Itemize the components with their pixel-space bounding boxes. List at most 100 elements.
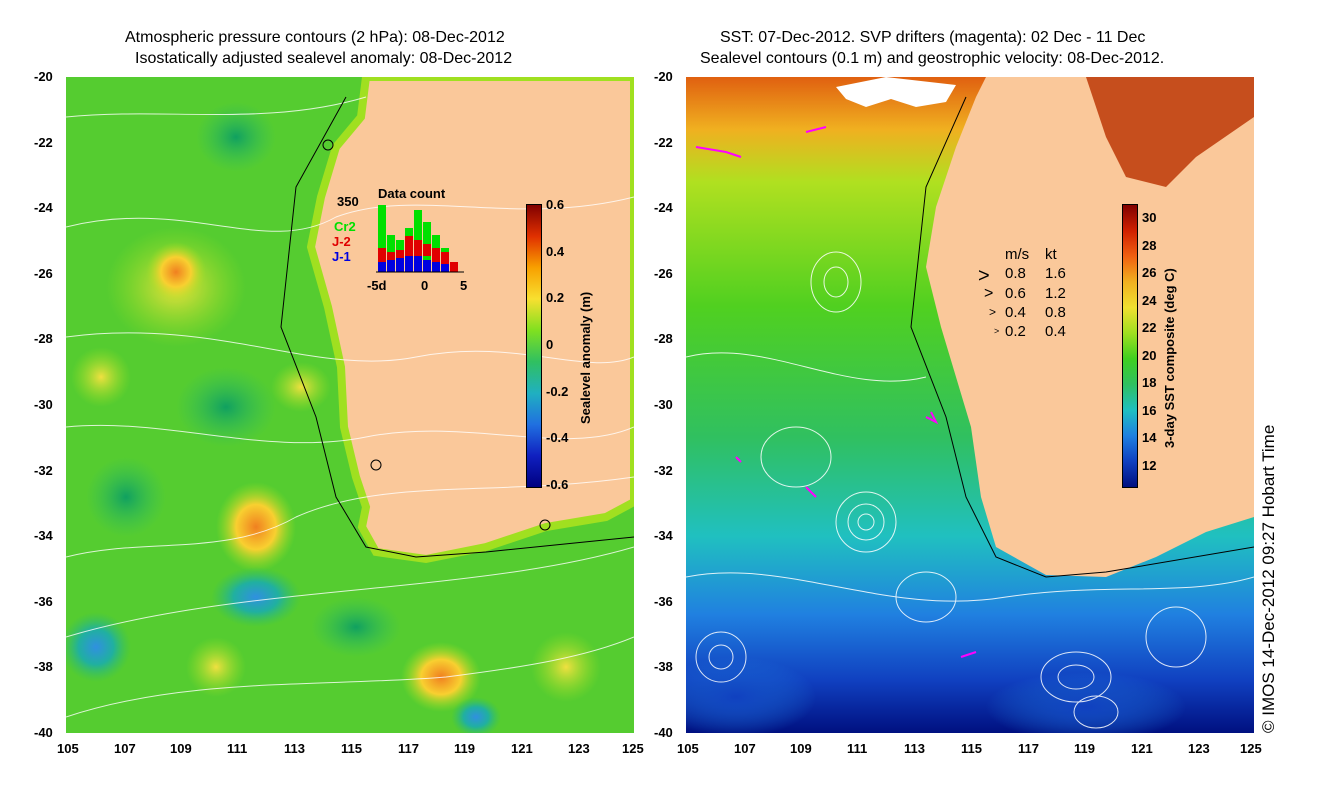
lat-tick: -24 bbox=[654, 200, 673, 215]
lon-tick: 115 bbox=[961, 741, 982, 756]
sst-colorbar-tick: 22 bbox=[1142, 320, 1157, 335]
sst-colorbar-tick: 20 bbox=[1142, 348, 1157, 363]
lat-tick: -30 bbox=[34, 397, 53, 412]
right-map-svg bbox=[686, 77, 1254, 733]
lon-tick: 105 bbox=[677, 741, 699, 756]
shelf-break-contour bbox=[280, 96, 634, 558]
sealevel-colorbar-tick: -0.4 bbox=[546, 430, 569, 445]
sealevel-contours bbox=[686, 251, 1254, 729]
sst-colorbar-tick: 12 bbox=[1142, 458, 1157, 473]
lon-tick: 121 bbox=[511, 741, 533, 756]
velocity-legend-arrow: > bbox=[978, 265, 990, 287]
sst-colorbar-label: 3-day SST composite (deg C) bbox=[1162, 268, 1177, 448]
imos-copyright: © IMOS 14-Dec-2012 09:27 Hobart Time bbox=[1259, 424, 1278, 733]
velocity-legend-arrow: > bbox=[994, 326, 1000, 336]
sst-colorbar-tick: 16 bbox=[1142, 403, 1157, 418]
lat-tick: -26 bbox=[34, 266, 53, 281]
lat-tick: -30 bbox=[654, 397, 673, 412]
lon-tick: 121 bbox=[1131, 741, 1153, 756]
sealevel-colorbar-tick: -0.6 bbox=[546, 477, 569, 492]
lon-tick: 125 bbox=[622, 741, 644, 756]
lat-tick: -38 bbox=[654, 659, 673, 674]
lat-tick: -32 bbox=[654, 463, 673, 478]
velocity-legend-ms: 0.4 bbox=[1005, 304, 1026, 321]
lon-tick: 119 bbox=[454, 741, 475, 756]
lat-tick: -22 bbox=[654, 135, 673, 150]
inset-series-cr2: Cr2 bbox=[334, 219, 356, 234]
sealevel-colorbar-label: Sealevel anomaly (m) bbox=[578, 291, 593, 424]
sst-colorbar bbox=[1122, 204, 1138, 488]
inset-xtick-end: 5 bbox=[460, 278, 468, 293]
velocity-legend-kt: 0.4 bbox=[1045, 323, 1066, 340]
warm-nw-coast bbox=[1086, 77, 1254, 187]
lat-tick: -26 bbox=[654, 266, 673, 281]
lat-tick: -32 bbox=[34, 463, 53, 478]
lon-tick: 123 bbox=[1188, 741, 1210, 756]
station-marker bbox=[539, 519, 551, 531]
velocity-legend-kt: 0.8 bbox=[1045, 304, 1066, 321]
lon-tick: 125 bbox=[1240, 741, 1262, 756]
lat-tick: -22 bbox=[34, 135, 53, 150]
velocity-legend-ms: 0.6 bbox=[1005, 285, 1026, 302]
station-marker bbox=[322, 139, 334, 151]
lat-tick: -38 bbox=[34, 659, 53, 674]
sealevel-colorbar bbox=[526, 204, 542, 488]
inset-xtick-start: -5d bbox=[367, 278, 387, 293]
lat-tick: -28 bbox=[654, 331, 673, 346]
sealevel-colorbar-tick: 0.6 bbox=[546, 197, 565, 212]
sst-colorbar-tick: 14 bbox=[1142, 430, 1157, 445]
lon-tick: 111 bbox=[847, 741, 868, 756]
lon-tick: 113 bbox=[284, 741, 305, 756]
velocity-legend-ms: 0.2 bbox=[1005, 323, 1026, 340]
lat-tick: -40 bbox=[654, 725, 673, 740]
lat-tick: -20 bbox=[654, 69, 673, 84]
sealevel-colorbar-tick: 0.4 bbox=[546, 244, 565, 259]
lon-tick: 117 bbox=[398, 741, 419, 756]
left-map-title-line1: Atmospheric pressure contours (2 hPa): 0… bbox=[125, 29, 505, 46]
lon-tick: 123 bbox=[568, 741, 590, 756]
lon-tick: 107 bbox=[734, 741, 756, 756]
lat-tick: -36 bbox=[654, 594, 673, 609]
histogram-bars bbox=[378, 205, 458, 272]
lon-tick: 105 bbox=[57, 741, 79, 756]
inset-xtick-zero: 0 bbox=[421, 278, 429, 293]
velocity-legend-kt: 1.6 bbox=[1045, 265, 1066, 282]
australia-land bbox=[926, 77, 1254, 577]
lat-tick: -40 bbox=[34, 725, 53, 740]
left-sealevel-map bbox=[66, 77, 634, 733]
velocity-legend-ms: 0.8 bbox=[1005, 265, 1026, 282]
lon-tick: 111 bbox=[227, 741, 248, 756]
lat-tick: -34 bbox=[654, 528, 673, 543]
sst-colorbar-tick: 24 bbox=[1142, 293, 1157, 308]
right-map-title-line2: Sealevel contours (0.1 m) and geostrophi… bbox=[700, 50, 1165, 67]
station-marker bbox=[370, 459, 382, 471]
lon-tick: 119 bbox=[1074, 741, 1095, 756]
sst-colorbar-tick: 26 bbox=[1142, 265, 1157, 280]
velocity-legend-arrow: > bbox=[984, 285, 994, 302]
right-sst-map bbox=[686, 77, 1254, 733]
left-map-svg bbox=[66, 77, 634, 733]
lon-tick: 107 bbox=[114, 741, 136, 756]
lat-tick: -20 bbox=[34, 69, 53, 84]
sst-colorbar-tick: 28 bbox=[1142, 238, 1157, 253]
cloud-mask bbox=[836, 77, 956, 107]
lat-tick: -24 bbox=[34, 200, 53, 215]
shelf-break-contour bbox=[910, 96, 1254, 578]
sst-colorbar-tick: 18 bbox=[1142, 375, 1157, 390]
data-count-histogram bbox=[376, 205, 464, 273]
lon-tick: 113 bbox=[904, 741, 925, 756]
pressure-contours bbox=[66, 96, 634, 718]
inset-title: Data count bbox=[378, 186, 446, 201]
velocity-legend-arrow: > bbox=[989, 305, 997, 319]
lon-tick: 109 bbox=[170, 741, 192, 756]
inset-series-j2: J-2 bbox=[332, 234, 351, 249]
left-map-title-line2: Isostatically adjusted sealevel anomaly:… bbox=[135, 50, 513, 67]
sealevel-colorbar-tick: -0.2 bbox=[546, 384, 569, 399]
lon-tick: 117 bbox=[1018, 741, 1039, 756]
inset-max-count: 350 bbox=[337, 194, 359, 209]
right-map-title-line1: SST: 07-Dec-2012. SVP drifters (magenta)… bbox=[720, 29, 1146, 46]
lat-tick: -36 bbox=[34, 594, 53, 609]
sst-colorbar-tick: 30 bbox=[1142, 210, 1157, 225]
velocity-legend-header-ms: m/s bbox=[1005, 246, 1030, 263]
velocity-legend-header-kt: kt bbox=[1045, 246, 1057, 263]
